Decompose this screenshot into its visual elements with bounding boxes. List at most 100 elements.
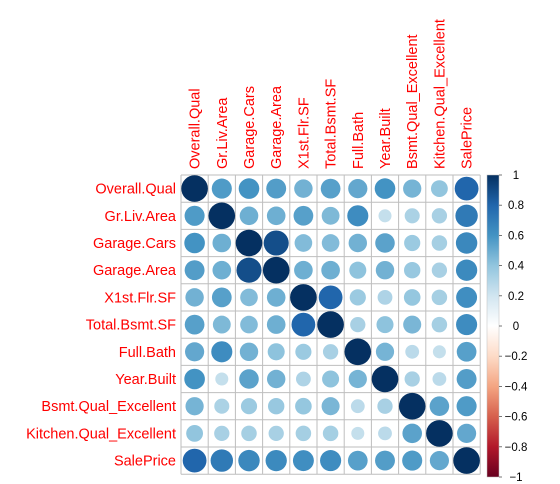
corr-circle-full-bath-vs-total-bsmt-sf: Full.Bath / Total.Bsmt.SF: 0.33 [322, 344, 339, 360]
corr-circle-saleprice-vs-x1st-flr-sf: SalePrice / X1st.Flr.SF: 0.62 [292, 450, 314, 472]
corr-circle-x1st-flr-sf-vs-bsmt-qual-excellent: X1st.Flr.SF / Bsmt.Qual_Excellent: 0.39 [403, 289, 421, 306]
corr-circle-total-bsmt-sf-vs-year-built: Total.Bsmt.SF / Year.Built: 0.41 [376, 316, 394, 334]
corr-circle-full-bath-vs-kitchen-qual-excellent: Full.Bath / Kitchen.Qual_Excellent: 0.24 [432, 345, 446, 359]
colorbar-tick-label: −0.8 [505, 442, 528, 454]
corr-circle-overall-qual-vs-total-bsmt-sf: Overall.Qual / Total.Bsmt.SF: 0.55 [320, 178, 341, 199]
corr-circle-x1st-flr-sf-vs-gr-liv-area: X1st.Flr.SF / Gr.Liv.Area: 0.55 [211, 287, 232, 308]
column-label: SalePrice [460, 107, 476, 169]
corr-circle-kitchen-qual-excellent-vs-x1st-flr-sf: Kitchen.Qual_Excellent / X1st.Flr.SF: 0.… [295, 425, 312, 442]
corr-circle-x1st-flr-sf-vs-garage-cars: X1st.Flr.SF / Garage.Cars: 0.44 [240, 288, 258, 307]
corr-circle-bsmt-qual-excellent-vs-total-bsmt-sf: Bsmt.Qual_Excellent / Total.Bsmt.SF: 0.4… [321, 397, 340, 416]
corr-circle-overall-qual-vs-garage-cars: Overall.Qual / Garage.Cars: 0.60 [238, 178, 260, 199]
corr-circle-year-built-vs-overall-qual: Year.Built / Overall.Qual: 0.60 [184, 368, 205, 390]
corr-circle-x1st-flr-sf-vs-kitchen-qual-excellent: X1st.Flr.SF / Kitchen.Qual_Excellent: 0.… [431, 289, 448, 306]
corr-circle-total-bsmt-sf-vs-overall-qual: Total.Bsmt.SF / Overall.Qual: 0.55 [184, 314, 205, 335]
corr-circle-total-bsmt-sf-vs-garage-area: Total.Bsmt.SF / Garage.Area: 0.49 [266, 315, 286, 334]
corr-circle-garage-cars-vs-garage-area: Garage.Cars / Garage.Area: 0.89 [263, 230, 289, 256]
corr-circle-overall-qual-vs-overall-qual: Overall.Qual / Overall.Qual: 1.00 [181, 175, 208, 202]
corr-circle-saleprice-vs-saleprice: SalePrice / SalePrice: 1.00 [453, 447, 480, 474]
corr-circle-full-bath-vs-year-built: Full.Bath / Year.Built: 0.47 [375, 342, 395, 361]
corr-circle-bsmt-qual-excellent-vs-saleprice: Bsmt.Qual_Excellent / SalePrice: 0.57 [456, 396, 477, 417]
corr-circle-garage-area-vs-kitchen-qual-excellent: Garage.Area / Kitchen.Qual_Excellent: 0.… [431, 262, 448, 278]
corr-circle-garage-cars-vs-overall-qual: Garage.Cars / Overall.Qual: 0.60 [184, 232, 205, 254]
corr-circle-x1st-flr-sf-vs-saleprice: X1st.Flr.SF / SalePrice: 0.62 [456, 286, 478, 308]
corr-circle-kitchen-qual-excellent-vs-gr-liv-area: Kitchen.Qual_Excellent / Gr.Liv.Area: 0.… [214, 425, 230, 442]
row-label: Overall.Qual [95, 182, 176, 198]
column-label: Gr.Liv.Area [215, 97, 231, 169]
row-label: Bsmt.Qual_Excellent [41, 399, 176, 415]
corr-circle-garage-area-vs-bsmt-qual-excellent: Garage.Area / Bsmt.Qual_Excellent: 0.38 [404, 262, 421, 279]
corr-circle-saleprice-vs-gr-liv-area: SalePrice / Gr.Liv.Area: 0.71 [210, 449, 234, 472]
colorbar-tick-label: −1 [509, 472, 522, 484]
corr-circle-x1st-flr-sf-vs-total-bsmt-sf: X1st.Flr.SF / Total.Bsmt.SF: 0.80 [318, 285, 343, 310]
corr-circle-full-bath-vs-garage-cars: Full.Bath / Garage.Cars: 0.48 [239, 342, 259, 362]
corr-circle-garage-cars-vs-kitchen-qual-excellent: Garage.Cars / Kitchen.Qual_Excellent: 0.… [431, 235, 448, 251]
corr-circle-gr-liv-area-vs-bsmt-qual-excellent: Gr.Liv.Area / Bsmt.Qual_Excellent: 0.32 [404, 208, 420, 224]
corr-circle-year-built-vs-x1st-flr-sf: Year.Built / X1st.Flr.SF: 0.31 [295, 371, 311, 387]
column-label: Bsmt.Qual_Excellent [405, 34, 421, 169]
row-label: Garage.Area [93, 263, 177, 279]
corr-circle-gr-liv-area-vs-kitchen-qual-excellent: Gr.Liv.Area / Kitchen.Qual_Excellent: 0.… [431, 208, 448, 224]
column-label: Full.Bath [351, 112, 367, 169]
corr-circle-full-bath-vs-x1st-flr-sf: Full.Bath / X1st.Flr.SF: 0.37 [295, 343, 312, 360]
colorbar-tick-label: 0.6 [508, 230, 524, 242]
corr-circle-year-built-vs-bsmt-qual-excellent: Year.Built / Bsmt.Qual_Excellent: 0.33 [404, 371, 420, 387]
corr-circle-overall-qual-vs-gr-liv-area: Overall.Qual / Gr.Liv.Area: 0.57 [211, 178, 232, 199]
corr-circle-garage-area-vs-garage-area: Garage.Area / Garage.Area: 1.00 [262, 256, 290, 284]
corr-circle-year-built-vs-total-bsmt-sf: Year.Built / Total.Bsmt.SF: 0.41 [322, 370, 340, 388]
corr-circle-x1st-flr-sf-vs-full-bath: X1st.Flr.SF / Full.Bath: 0.37 [349, 289, 366, 306]
column-labels: Overall.Qual Gr.Liv.Area Garage.Cars Garage… [188, 19, 476, 169]
colorbar-tick-label: 0.2 [508, 291, 524, 303]
corr-circle-full-bath-vs-bsmt-qual-excellent: Full.Bath / Bsmt.Qual_Excellent: 0.27 [405, 344, 420, 359]
corr-circle-overall-qual-vs-full-bath: Overall.Qual / Full.Bath: 0.52 [348, 179, 368, 199]
column-label: Garage.Cars [242, 86, 258, 169]
corr-circle-kitchen-qual-excellent-vs-garage-cars: Kitchen.Qual_Excellent / Garage.Cars: 0.… [241, 425, 257, 442]
corr-circle-gr-liv-area-vs-x1st-flr-sf: Gr.Liv.Area / X1st.Flr.SF: 0.55 [293, 205, 314, 226]
corr-circle-saleprice-vs-garage-area: SalePrice / Garage.Area: 0.64 [265, 449, 287, 472]
corr-circle-kitchen-qual-excellent-vs-kitchen-qual-excellent: Kitchen.Qual_Excellent / Kitchen.Qual_Ex… [426, 420, 453, 447]
corr-circle-total-bsmt-sf-vs-kitchen-qual-excellent: Total.Bsmt.SF / Kitchen.Qual_Excellent: … [431, 316, 448, 333]
corr-circle-year-built-vs-saleprice: Year.Built / SalePrice: 0.56 [456, 369, 477, 389]
corr-circle-gr-liv-area-vs-gr-liv-area: Gr.Liv.Area / Gr.Liv.Area: 1.00 [208, 202, 236, 230]
corr-circle-total-bsmt-sf-vs-saleprice: Total.Bsmt.SF / SalePrice: 0.63 [456, 314, 478, 336]
row-labels: Overall.Qual Gr.Liv.Area Garage.Cars Garage… [26, 182, 177, 470]
corr-circle-overall-qual-vs-saleprice: Overall.Qual / SalePrice: 0.80 [454, 176, 479, 201]
corr-circle-saleprice-vs-year-built: SalePrice / Year.Built: 0.56 [375, 450, 395, 471]
corr-circle-overall-qual-vs-garage-area: Overall.Qual / Garage.Area: 0.56 [266, 178, 287, 199]
colorbar-tick-label: −0.6 [505, 412, 528, 424]
colorbar-tick-label: 0.4 [508, 261, 525, 273]
corr-circle-garage-area-vs-saleprice: Garage.Area / SalePrice: 0.64 [455, 259, 478, 281]
corr-circle-year-built-vs-gr-liv-area: Year.Built / Gr.Liv.Area: 0.24 [215, 372, 229, 386]
corr-circle-gr-liv-area-vs-total-bsmt-sf: Gr.Liv.Area / Total.Bsmt.SF: 0.45 [321, 206, 340, 225]
corr-circle-total-bsmt-sf-vs-full-bath: Total.Bsmt.SF / Full.Bath: 0.33 [350, 316, 366, 333]
corr-circle-kitchen-qual-excellent-vs-full-bath: Kitchen.Qual_Excellent / Full.Bath: 0.24 [351, 426, 365, 440]
corr-circle-total-bsmt-sf-vs-total-bsmt-sf: Total.Bsmt.SF / Total.Bsmt.SF: 1.00 [317, 311, 344, 338]
corr-circle-total-bsmt-sf-vs-garage-cars: Total.Bsmt.SF / Garage.Cars: 0.44 [240, 315, 258, 334]
corr-circle-garage-cars-vs-x1st-flr-sf: Garage.Cars / X1st.Flr.SF: 0.44 [294, 234, 313, 252]
corr-circle-garage-area-vs-x1st-flr-sf: Garage.Area / X1st.Flr.SF: 0.49 [294, 260, 313, 280]
corr-circle-garage-area-vs-gr-liv-area: Garage.Area / Gr.Liv.Area: 0.49 [212, 260, 232, 280]
column-label: Garage.Area [269, 85, 285, 169]
corr-circle-gr-liv-area-vs-garage-area: Gr.Liv.Area / Garage.Area: 0.49 [266, 206, 286, 226]
row-label: Year.Built [115, 372, 176, 388]
corr-circle-gr-liv-area-vs-year-built: Gr.Liv.Area / Year.Built: 0.24 [378, 209, 392, 223]
corr-circle-kitchen-qual-excellent-vs-saleprice: Kitchen.Qual_Excellent / SalePrice: 0.52 [457, 423, 477, 443]
colorbar-legend: 1 0.8 0.6 0.4 0.2 0 −0.2 −0.4 −0.6 −0.8 −1 [486, 170, 528, 484]
corr-circle-bsmt-qual-excellent-vs-gr-liv-area: Bsmt.Qual_Excellent / Gr.Liv.Area: 0.32 [214, 398, 230, 414]
corr-circle-overall-qual-vs-x1st-flr-sf: Overall.Qual / X1st.Flr.SF: 0.48 [294, 179, 313, 198]
corr-circle-full-bath-vs-saleprice: Full.Bath / SalePrice: 0.55 [456, 341, 477, 362]
row-label: X1st.Flr.SF [104, 290, 176, 306]
row-label: Kitchen.Qual_Excellent [26, 426, 176, 442]
correlation-grid: Overall.Qual / Overall.Qual: 1.00Overall… [180, 174, 481, 475]
corr-circle-x1st-flr-sf-vs-year-built: X1st.Flr.SF / Year.Built: 0.31 [377, 289, 393, 305]
corr-circle-bsmt-qual-excellent-vs-x1st-flr-sf: Bsmt.Qual_Excellent / X1st.Flr.SF: 0.39 [295, 397, 312, 415]
corr-circle-bsmt-qual-excellent-vs-kitchen-qual-excellent: Bsmt.Qual_Excellent / Kitchen.Qual_Excel… [429, 396, 450, 416]
colorbar-tick-label: 0.8 [508, 200, 524, 212]
column-label: Total.Bsmt.SF [324, 79, 340, 169]
corr-circle-full-bath-vs-full-bath: Full.Bath / Full.Bath: 1.00 [344, 338, 372, 366]
corr-circle-overall-qual-vs-year-built: Overall.Qual / Year.Built: 0.60 [374, 178, 396, 199]
colorbar-gradient [486, 174, 500, 478]
corr-circle-kitchen-qual-excellent-vs-total-bsmt-sf: Kitchen.Qual_Excellent / Total.Bsmt.SF: … [322, 425, 339, 442]
corr-circle-bsmt-qual-excellent-vs-bsmt-qual-excellent: Bsmt.Qual_Excellent / Bsmt.Qual_Excellen… [398, 392, 426, 420]
row-label: Full.Bath [119, 345, 176, 361]
